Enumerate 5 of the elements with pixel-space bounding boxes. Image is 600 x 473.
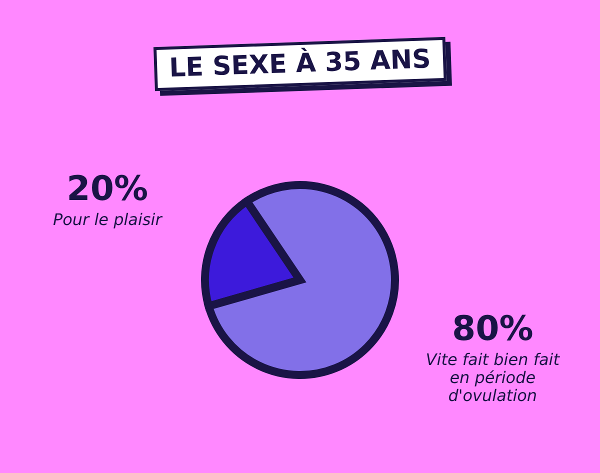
data-label: 20% (66, 168, 148, 209)
chart-title: LE SEXE À 35 ANS (153, 36, 447, 92)
data-label: 80% (452, 309, 534, 350)
slice-label: Pour le plaisir (52, 210, 164, 229)
slice-label: Vite fait bien fait en période d'ovulation (426, 350, 560, 406)
